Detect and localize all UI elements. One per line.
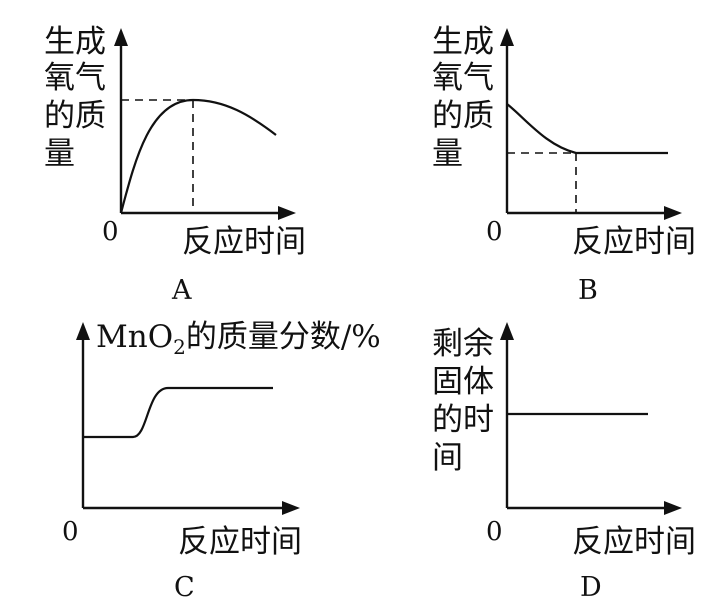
panel-b-y-label-line-2: 氧气: [432, 60, 494, 96]
panel-d-y-label-line-3: 的时: [432, 402, 494, 438]
panel-b-y-label-line-4: 量: [432, 136, 463, 172]
panel-b-caption: B: [578, 275, 598, 306]
panel-b-origin-label: 0: [486, 217, 503, 247]
panel-b-y-label-line-1: 生成: [432, 24, 494, 60]
panel-a-x-arrow: [278, 206, 296, 220]
panel-c-y-label-subscript: 2: [173, 335, 186, 359]
panel-b-x-arrow: [664, 206, 682, 220]
panel-b-y-arrow: [500, 28, 514, 46]
panel-a-y-label-line-2: 氧气: [44, 60, 106, 96]
panel-a-x-label: 反应时间: [182, 224, 306, 260]
panel-a-y-label-line-3: 的质: [44, 98, 106, 134]
panel-b-x-label: 反应时间: [572, 224, 696, 260]
panel-b-curve: [506, 103, 668, 155]
panel-d-y-label-line-4: 间: [432, 440, 463, 476]
panel-a: 生成 氧气 的质 量 0 反应时间 A: [44, 24, 306, 306]
panel-c-y-label-formula: MnO: [96, 319, 173, 355]
panel-a-y-label-line-4: 量: [44, 136, 75, 172]
panel-d-x-arrow: [664, 501, 682, 515]
panel-b: 生成 氧气 的质 量 0 反应时间 B: [432, 24, 696, 306]
panel-d-origin-label: 0: [486, 517, 503, 547]
panel-a-caption: A: [171, 275, 192, 306]
panel-d-y-label-line-1: 剩余: [432, 326, 494, 362]
panel-c-curve: [83, 386, 273, 439]
panel-c-y-label-rest: 的质量分数/%: [186, 319, 381, 355]
panel-c-y-arrow: [76, 322, 90, 340]
panel-c-x-label: 反应时间: [178, 524, 302, 560]
panel-d-y-arrow: [500, 322, 514, 340]
panel-d-y-label-line-2: 固体: [432, 364, 494, 400]
panel-a-origin-label: 0: [102, 217, 119, 247]
panel-b-y-label-line-3: 的质: [432, 98, 494, 134]
panel-d: 剩余 固体 的时 间 0 反应时间 D: [432, 322, 696, 603]
panel-c: MnO2的质量分数/% 0 反应时间 C: [62, 319, 381, 603]
panel-c-y-label: MnO2的质量分数/%: [96, 319, 381, 359]
panel-d-caption: D: [580, 572, 602, 603]
panel-c-caption: C: [174, 572, 195, 603]
panel-a-curve: [119, 98, 277, 214]
panel-a-y-label-line-1: 生成: [44, 24, 106, 60]
panel-d-x-label: 反应时间: [572, 524, 696, 560]
panel-c-origin-label: 0: [62, 517, 79, 547]
panel-c-x-arrow: [282, 501, 300, 515]
panel-a-y-arrow: [114, 28, 128, 46]
